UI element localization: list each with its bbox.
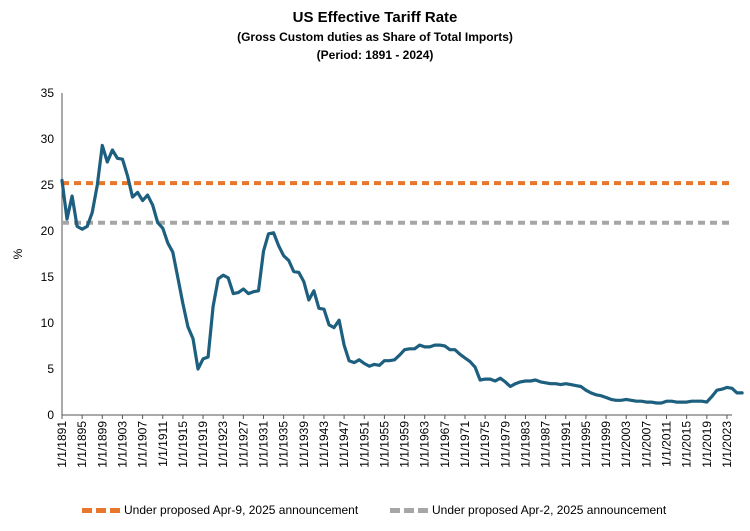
y-tick-label: 0 <box>47 408 54 422</box>
x-tick-label: 1/1/1963 <box>418 421 432 468</box>
x-tick-label: 1/1/1947 <box>337 421 351 468</box>
series-line-tariff-rate <box>60 143 744 405</box>
x-tick-label: 1/1/2003 <box>619 421 633 468</box>
x-tick-label: 1/1/1979 <box>498 421 512 468</box>
legend-item-apr9: Under proposed Apr-9, 2025 announcement <box>82 503 358 517</box>
x-tick-label: 1/1/1895 <box>75 421 89 468</box>
x-tick-label: 1/1/1907 <box>136 421 150 468</box>
x-tick-label: 1/1/1971 <box>458 421 472 468</box>
chart-title: US Effective Tariff Rate <box>292 9 458 26</box>
legend-swatch-apr9 <box>82 507 120 513</box>
x-tick-label: 1/1/1923 <box>216 421 230 468</box>
legend-item-apr2: Under proposed Apr-2, 2025 announcement <box>390 503 666 517</box>
y-axis-label: % <box>11 248 25 259</box>
chart-subtitle: (Gross Custom duties as Share of Total I… <box>237 30 513 44</box>
x-tick-label: 1/1/1975 <box>478 421 492 468</box>
x-tick-label: 1/1/1931 <box>257 421 271 468</box>
y-tick-label: 30 <box>41 132 55 146</box>
x-tick-label: 1/1/1959 <box>398 421 412 468</box>
legend-label-apr9: Under proposed Apr-9, 2025 announcement <box>124 503 359 517</box>
chart-period: (Period: 1891 - 2024) <box>316 48 434 62</box>
x-tick-label: 1/1/2023 <box>720 421 734 468</box>
legend-swatch-apr2 <box>390 507 428 513</box>
x-tick-label: 1/1/2007 <box>639 421 653 468</box>
x-tick-label: 1/1/1927 <box>236 421 250 468</box>
x-tick-label: 1/1/1999 <box>599 421 613 468</box>
x-tick-label: 1/1/2011 <box>660 421 674 467</box>
y-tick-label: 10 <box>41 316 55 330</box>
x-tick-label: 1/1/1991 <box>559 421 573 468</box>
x-tick-label: 1/1/1939 <box>297 421 311 468</box>
x-tick-label: 1/1/1943 <box>317 421 331 468</box>
y-tick-label: 15 <box>41 270 55 284</box>
x-tick-label: 1/1/1955 <box>377 421 391 468</box>
legend-label-apr2: Under proposed Apr-2, 2025 announcement <box>432 503 667 517</box>
x-tick-label: 1/1/1983 <box>518 421 532 468</box>
y-tick-label: 35 <box>41 86 55 100</box>
x-tick-label: 1/1/1987 <box>539 421 553 468</box>
x-tick-label: 1/1/1967 <box>438 421 452 468</box>
x-tick-label: 1/1/2019 <box>700 421 714 468</box>
line-chart: 0 5 10 15 20 25 30 35% 1/1/1891 1/1/1895 1/1/1899 1… <box>11 86 744 468</box>
x-tick-label: 1/1/1891 <box>55 421 69 468</box>
x-tick-label: 1/1/1899 <box>95 421 109 468</box>
y-tick-label: 20 <box>41 224 55 238</box>
legend: Under proposed Apr-9, 2025 announcement … <box>0 503 750 523</box>
x-tick-label: 1/1/1919 <box>196 421 210 468</box>
x-tick-label: 1/1/1995 <box>579 421 593 468</box>
x-tick-label: 1/1/1915 <box>176 421 190 468</box>
x-tick-label: 1/1/2015 <box>680 421 694 468</box>
y-tick-label: 5 <box>47 362 54 376</box>
x-tick-label: 1/1/1903 <box>115 421 129 468</box>
x-tick-label: 1/1/1951 <box>357 421 371 468</box>
x-tick-label: 1/1/1935 <box>277 421 291 468</box>
x-tick-label: 1/1/1911 <box>156 421 170 467</box>
y-tick-label: 25 <box>41 178 55 192</box>
